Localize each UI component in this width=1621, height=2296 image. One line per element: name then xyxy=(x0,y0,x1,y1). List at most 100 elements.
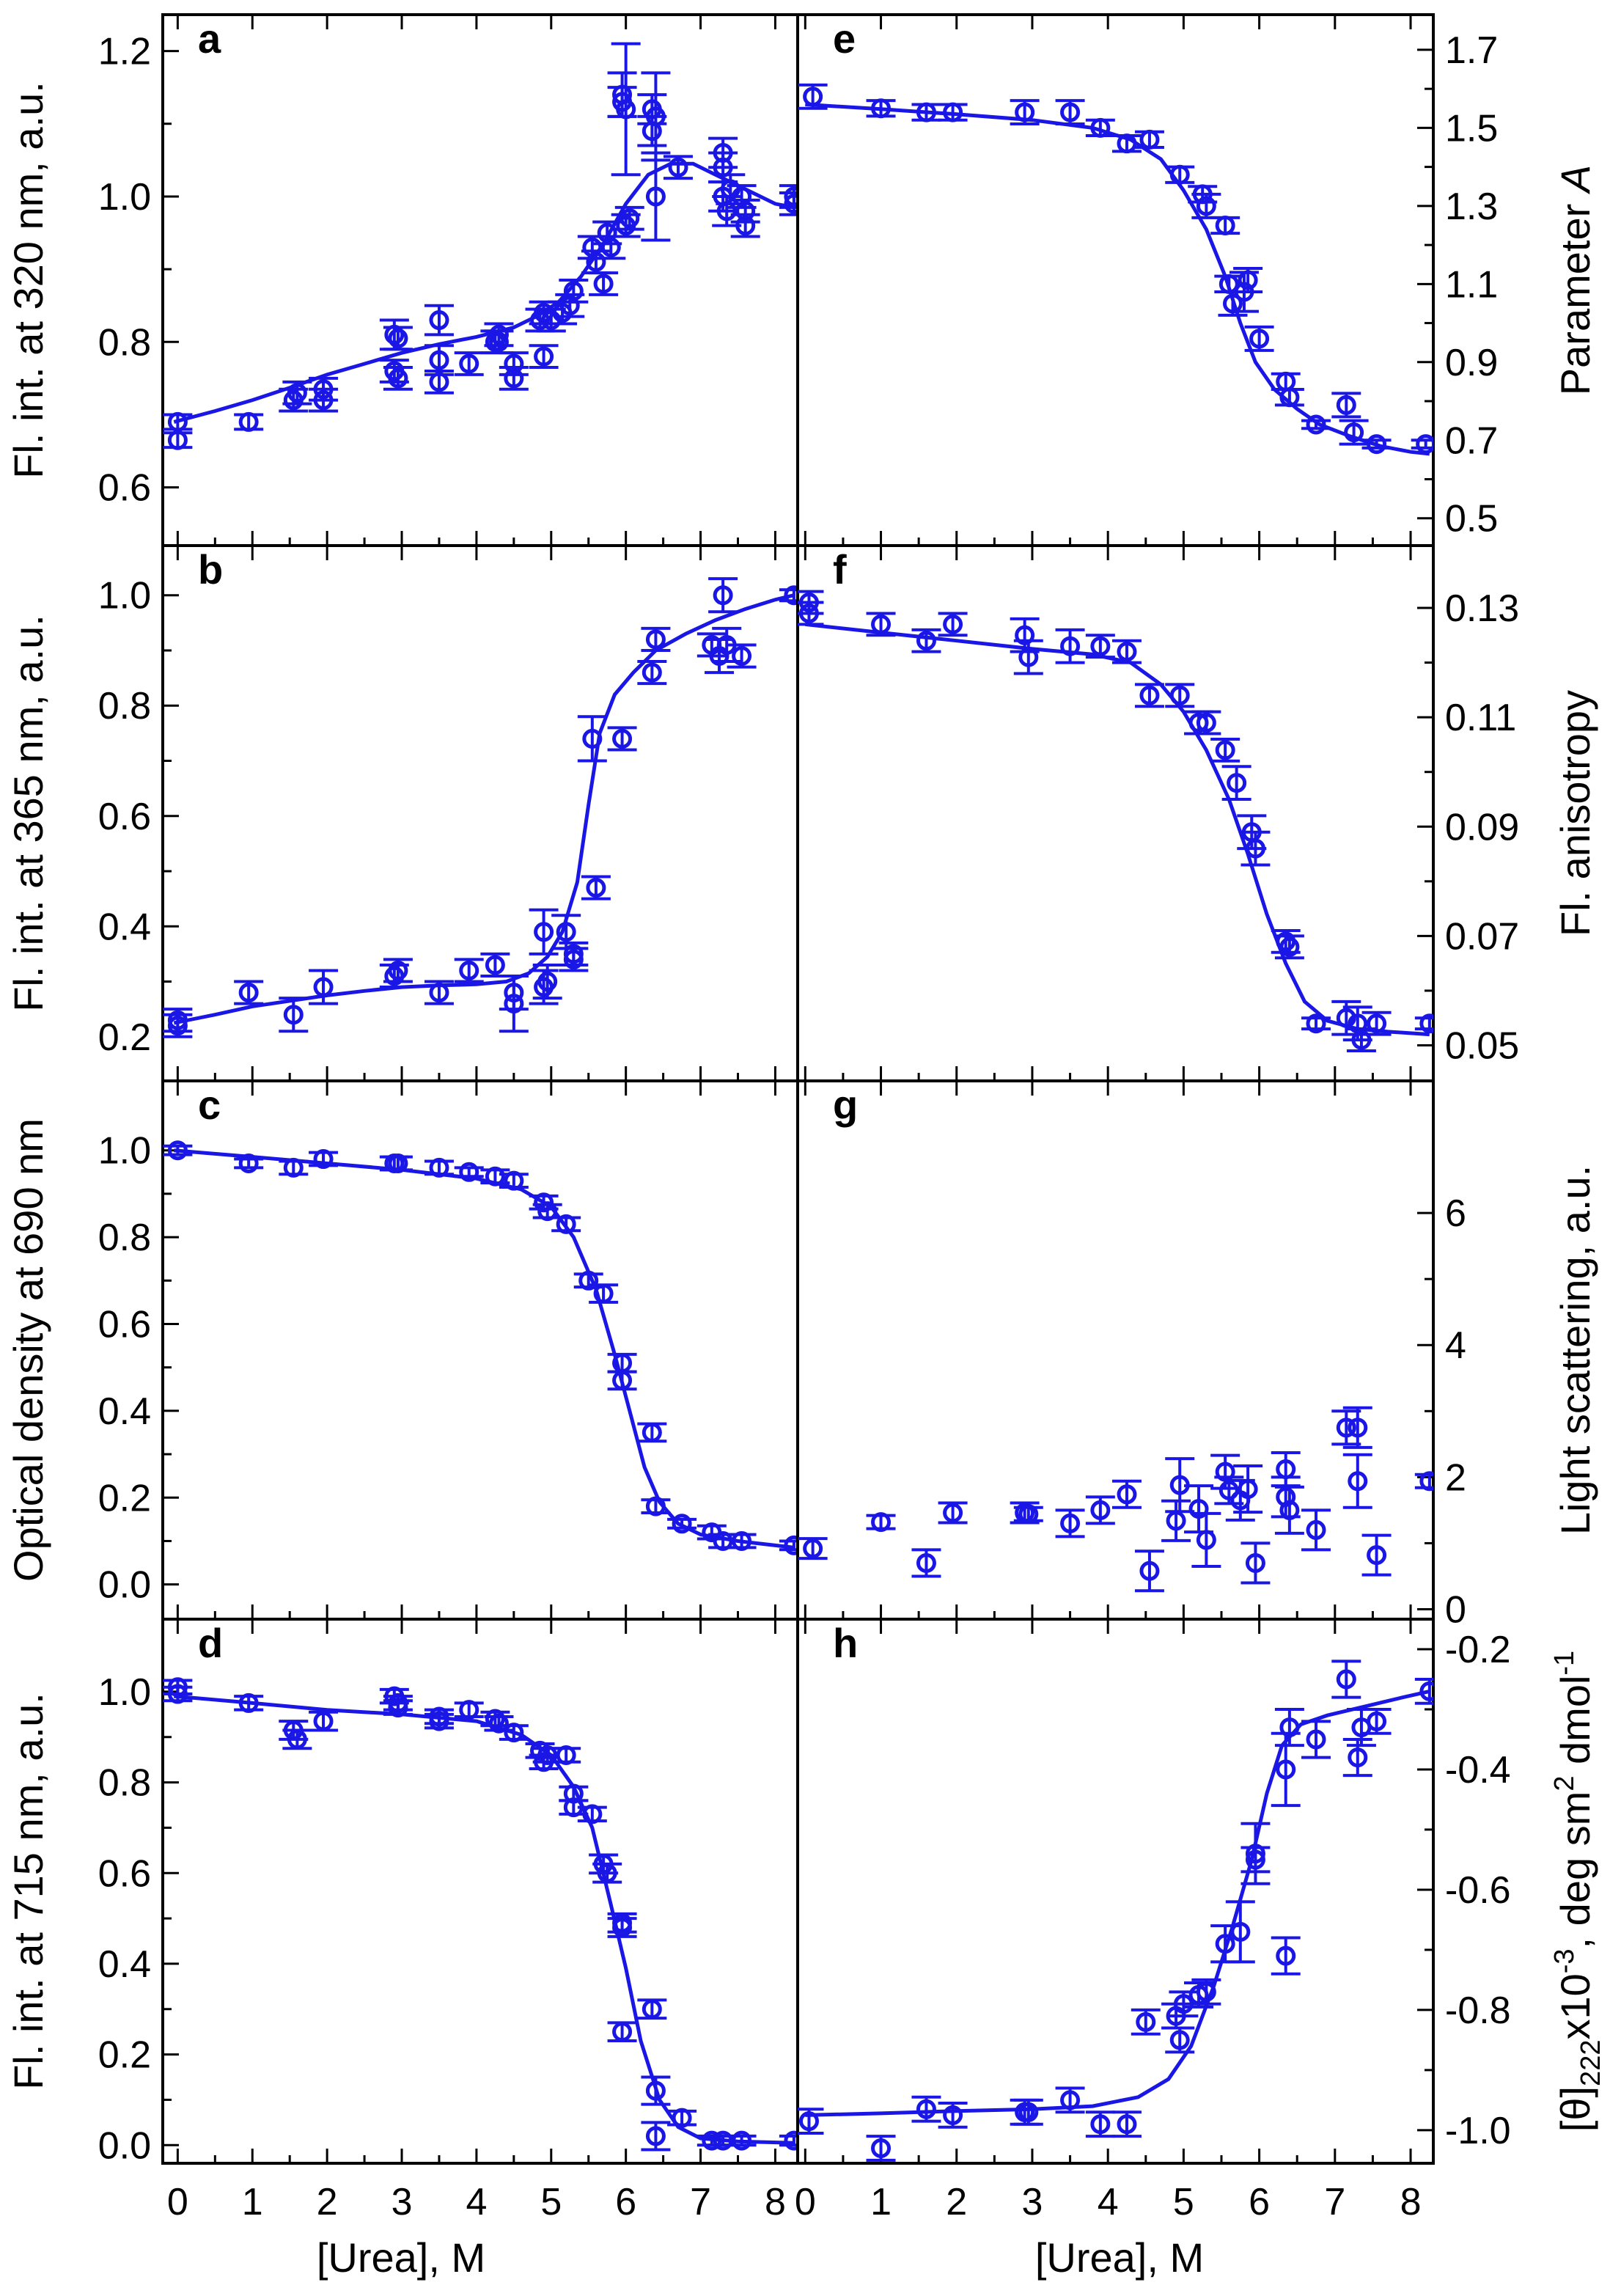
marker-circle xyxy=(1018,2102,1039,2122)
data-point xyxy=(727,1530,757,1551)
marker-circle xyxy=(803,1538,823,1559)
marker-circle xyxy=(1279,387,1300,408)
marker-circle xyxy=(668,157,688,177)
marker-circle xyxy=(313,1149,334,1170)
data-point xyxy=(938,102,968,122)
panel-f: f 0.05 0.07 0.09 0.11 0.13 Fl. anisotropy xyxy=(796,544,1598,1082)
data-point xyxy=(1361,1533,1392,1577)
marker-circle xyxy=(1238,270,1258,290)
panel-b: b 0.2 0.4 0.6 0.8 1.0 Fl. int. at 365 nm, a.u. xyxy=(5,544,799,1082)
marker-circle xyxy=(283,1157,304,1178)
marker-circle xyxy=(238,1692,259,1713)
marker-circle xyxy=(1117,133,1137,154)
x-tick-label-right: 6 xyxy=(1249,2181,1270,2223)
data-point xyxy=(607,1917,637,1938)
marker-circle xyxy=(1336,1417,1356,1438)
data-point xyxy=(1191,1511,1221,1568)
panel-b-ytick-label: 0.8 xyxy=(98,685,151,727)
marker-circle xyxy=(1306,1519,1326,1540)
panel-c-ytick-label: 0.4 xyxy=(98,1390,151,1433)
data-point xyxy=(866,98,896,119)
panel-h-frame xyxy=(796,1618,1435,2165)
marker-circle xyxy=(1306,414,1326,435)
marker-circle xyxy=(578,1270,599,1291)
marker-circle xyxy=(1279,1717,1300,1738)
marker-circle xyxy=(283,1005,304,1025)
marker-circle xyxy=(1060,2090,1081,2110)
panel-d-ytick-label: 1.0 xyxy=(98,1671,151,1714)
data-point xyxy=(234,1153,264,1173)
data-point xyxy=(1414,1471,1433,1492)
marker-circle xyxy=(612,2022,633,2042)
data-point xyxy=(866,1512,896,1533)
data-point xyxy=(499,1723,529,1743)
marker-circle xyxy=(672,2108,692,2128)
x-tick-label-left: 5 xyxy=(540,2181,562,2223)
marker-circle xyxy=(1218,1480,1239,1500)
data-point xyxy=(1111,1479,1142,1509)
data-point xyxy=(727,643,757,669)
x-axis-label-right: [Urea], M xyxy=(1035,2234,1204,2281)
marker-circle xyxy=(713,2130,733,2151)
marker-circle xyxy=(1196,1981,1216,2002)
data-point xyxy=(607,726,637,752)
marker-circle xyxy=(167,1016,188,1036)
panel-h-ytick-label: -0.6 xyxy=(1445,1869,1511,1912)
marker-circle xyxy=(943,102,963,122)
data-point xyxy=(708,577,738,614)
data-point xyxy=(309,1149,339,1170)
marker-circle xyxy=(488,1713,509,1734)
marker-circle xyxy=(1249,329,1270,349)
ylabel-part-rest2: dmol xyxy=(1552,1676,1598,1776)
data-point xyxy=(424,1711,454,1731)
ylabel-part-sup3: -1 xyxy=(1549,1651,1580,1676)
panel-a-frame xyxy=(161,13,799,547)
data-point xyxy=(480,952,510,978)
panel-e-ytick-label: 1.7 xyxy=(1445,29,1498,72)
data-point xyxy=(1411,434,1433,455)
panel-h-ytick-label: -0.8 xyxy=(1445,1989,1511,2032)
ylabel-italic: A xyxy=(1552,165,1598,194)
panel-label-b: b xyxy=(198,546,223,593)
marker-circle xyxy=(586,252,606,272)
data-point xyxy=(1342,1453,1372,1509)
ylabel-part-rest: , deg sm xyxy=(1552,1791,1598,1949)
data-point xyxy=(1414,1677,1433,1705)
panel-b-fit-curve xyxy=(173,593,795,1025)
data-point xyxy=(1331,1659,1361,1699)
data-point xyxy=(383,326,413,351)
marker-circle xyxy=(429,983,449,1003)
data-point xyxy=(309,969,339,1005)
marker-circle xyxy=(1306,1729,1326,1750)
data-point xyxy=(163,430,193,450)
marker-circle xyxy=(612,728,633,749)
data-point xyxy=(614,205,644,231)
marker-circle xyxy=(645,1496,666,1516)
marker-circle xyxy=(1336,1669,1356,1690)
data-point xyxy=(499,1170,529,1191)
data-point xyxy=(641,1496,671,1516)
marker-circle xyxy=(784,194,798,214)
marker-circle xyxy=(429,1157,449,1178)
marker-circle xyxy=(871,614,892,634)
x-tick-label-right: 3 xyxy=(1022,2181,1043,2223)
marker-circle xyxy=(784,2130,798,2151)
marker-circle xyxy=(504,368,524,389)
marker-circle xyxy=(313,977,334,997)
marker-circle xyxy=(504,1170,524,1191)
data-point xyxy=(1233,267,1263,293)
panel-a-ytick-label: 0.8 xyxy=(98,321,151,364)
panel-a-ytick-label: 1.2 xyxy=(98,31,151,73)
panel-d-fit-curve xyxy=(174,1694,794,2145)
marker-circle xyxy=(871,1512,892,1533)
panel-label-c: c xyxy=(198,1082,221,1128)
marker-circle xyxy=(1169,2030,1190,2050)
marker-circle xyxy=(732,646,752,667)
panel-d: d 0.0 0.2 0.4 0.6 0.8 1.0 Fl. int. at 715 nm, a… xyxy=(5,1618,799,2167)
marker-circle xyxy=(582,728,603,749)
marker-circle xyxy=(916,631,936,651)
ylabel-part-mid: x10 xyxy=(1552,1973,1598,2039)
marker-circle xyxy=(1344,422,1364,443)
data-point xyxy=(1055,1508,1085,1538)
